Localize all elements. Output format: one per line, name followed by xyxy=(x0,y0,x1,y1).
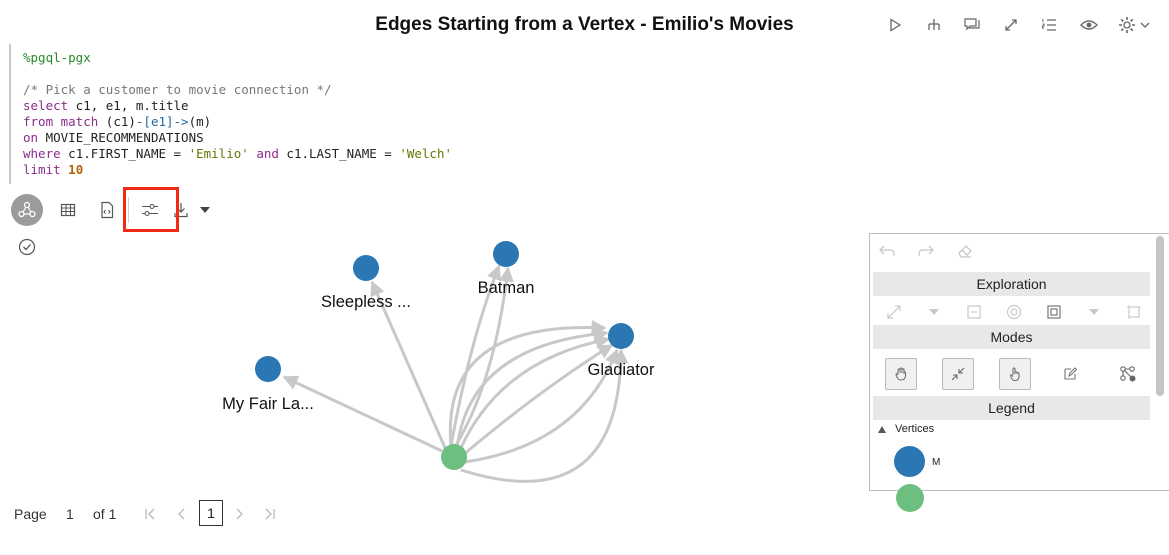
where-last: c1.LAST_NAME = xyxy=(278,146,400,161)
edge[interactable] xyxy=(462,343,614,457)
pan-mode-icon[interactable] xyxy=(885,358,917,390)
redo-icon[interactable] xyxy=(915,240,937,262)
string-welch: 'Welch' xyxy=(399,146,453,161)
vertex-batman[interactable] xyxy=(493,241,519,267)
legend-header: Legend xyxy=(873,396,1150,420)
fit-mode-icon[interactable] xyxy=(942,358,974,390)
vertex-sleepless[interactable] xyxy=(353,255,379,281)
graph-canvas[interactable]: Sleepless ... Batman Gladiator My Fair L… xyxy=(180,230,700,492)
legend-vertex-swatch[interactable] xyxy=(894,446,925,477)
undo-icon[interactable] xyxy=(876,240,898,262)
pager-of-label: of 1 xyxy=(93,506,117,522)
hierarchy-icon[interactable] xyxy=(921,12,947,38)
check-circle-icon[interactable] xyxy=(17,237,37,257)
edge[interactable] xyxy=(454,266,514,446)
eraser-icon[interactable] xyxy=(954,240,976,262)
pager-current-page: 1 xyxy=(66,506,74,522)
keyword-and: and xyxy=(248,146,279,161)
comment-icon[interactable] xyxy=(959,12,985,38)
modes-header: Modes xyxy=(873,325,1150,349)
select-mode-icon[interactable] xyxy=(999,358,1031,390)
string-emilio: 'Emilio' xyxy=(188,146,249,161)
next-page-icon[interactable] xyxy=(231,505,247,523)
table-view-icon[interactable] xyxy=(52,194,84,226)
edge[interactable] xyxy=(370,280,448,451)
network-mode-icon[interactable] xyxy=(1112,358,1144,390)
first-page-icon[interactable] xyxy=(142,505,158,523)
vertex-gladiator[interactable] xyxy=(608,323,634,349)
collapse-triangle-icon[interactable] xyxy=(878,426,886,433)
exploration-header: Exploration xyxy=(873,272,1150,296)
expand-nodes-icon[interactable] xyxy=(883,301,905,323)
keyword-limit: limit xyxy=(23,162,61,177)
keyword-from-match: from match xyxy=(23,114,99,129)
prev-page-icon[interactable] xyxy=(174,505,190,523)
settings-icon[interactable] xyxy=(1114,12,1140,38)
visibility-icon[interactable] xyxy=(1076,12,1102,38)
highlight-box xyxy=(123,187,179,232)
pager-page-label: Page xyxy=(14,506,47,522)
run-icon[interactable] xyxy=(882,12,908,38)
download-dropdown-icon[interactable] xyxy=(196,194,214,226)
keyword-where: where xyxy=(23,146,61,161)
edge[interactable] xyxy=(460,348,629,483)
edge[interactable] xyxy=(448,319,607,447)
panel-scrollbar[interactable] xyxy=(1156,236,1164,396)
settings-sliders-icon[interactable] xyxy=(134,194,166,226)
vertex-my-fair-lady[interactable] xyxy=(255,356,281,382)
vertex-customer[interactable] xyxy=(441,444,467,470)
edge[interactable] xyxy=(455,326,609,449)
select-columns: c1, e1, m.title xyxy=(68,98,189,113)
graph-view-icon[interactable] xyxy=(11,194,43,226)
code-editor[interactable]: %pgql-pgx /* Pick a customer to movie co… xyxy=(9,44,629,184)
toolbar-divider xyxy=(128,197,129,223)
vertex-label-my-fair-lady: My Fair La... xyxy=(222,395,314,413)
match-target: (m) xyxy=(188,114,212,129)
graph-name: MOVIE_RECOMMENDATIONS xyxy=(38,130,204,145)
expand-icon[interactable] xyxy=(998,12,1024,38)
vertex-label-gladiator: Gladiator xyxy=(588,361,655,379)
vertex-label-sleepless: Sleepless ... xyxy=(321,293,411,311)
edge[interactable] xyxy=(464,348,620,464)
code-comment: /* Pick a customer to movie connection *… xyxy=(23,82,332,97)
visualization-toolbar xyxy=(0,192,230,228)
legend-vertex-label: M xyxy=(932,457,941,468)
legend-vertex-swatch-2[interactable] xyxy=(896,484,924,512)
paragraph-toolbar xyxy=(880,12,1160,38)
match-source: (c1) xyxy=(98,114,136,129)
focus-icon[interactable] xyxy=(1003,301,1025,323)
where-first: c1.FIRST_NAME = xyxy=(60,146,189,161)
paragraph-title: Edges Starting from a Vertex - Emilio's … xyxy=(375,14,794,35)
legend-vertices-label: Vertices xyxy=(895,423,935,435)
ungroup-icon[interactable] xyxy=(1123,301,1145,323)
match-edge: -[e1]-> xyxy=(135,114,189,129)
keyword-on: on xyxy=(23,130,39,145)
edge[interactable] xyxy=(449,264,502,447)
list-numbered-icon[interactable] xyxy=(1036,12,1062,38)
edge[interactable] xyxy=(282,375,443,453)
group-dropdown-icon[interactable] xyxy=(1083,301,1105,323)
interpreter-tag: %pgql-pgx xyxy=(23,50,91,65)
limit-value: 10 xyxy=(68,162,84,177)
group-icon[interactable] xyxy=(1043,301,1065,323)
page-button[interactable]: 1 xyxy=(199,500,223,526)
edge[interactable] xyxy=(458,334,611,451)
last-page-icon[interactable] xyxy=(262,505,278,523)
edit-mode-icon[interactable] xyxy=(1054,358,1086,390)
drop-node-icon[interactable] xyxy=(963,301,985,323)
vertex-label-batman: Batman xyxy=(478,279,535,297)
expand-dropdown-icon[interactable] xyxy=(923,301,945,323)
chevron-down-icon[interactable] xyxy=(1138,12,1152,38)
code-view-icon[interactable] xyxy=(91,194,123,226)
keyword-select: select xyxy=(23,98,69,113)
